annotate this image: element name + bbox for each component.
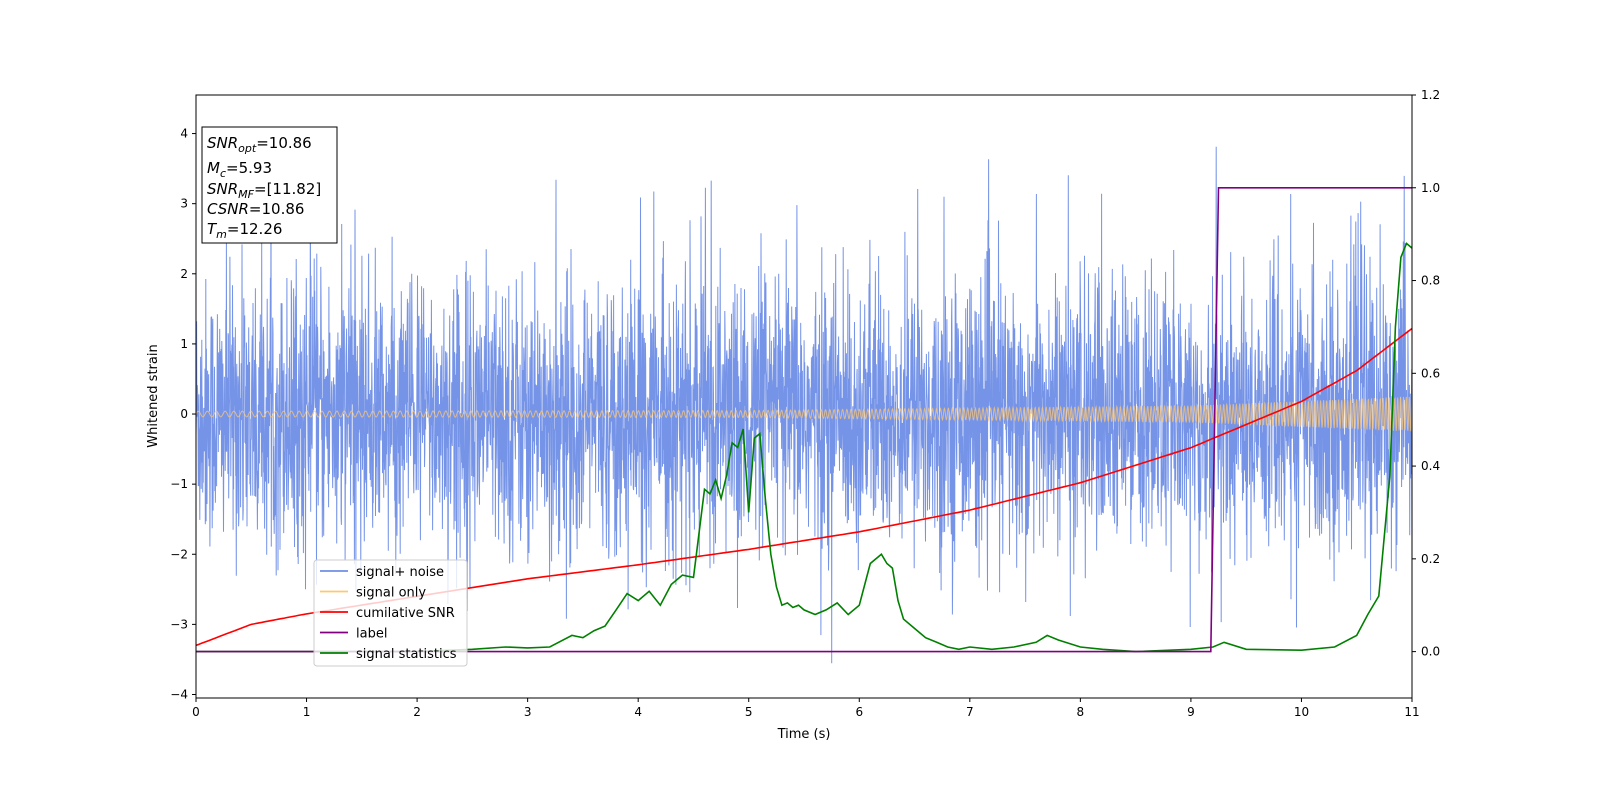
x-axis-label: Time (s): [777, 727, 831, 742]
x-tick-label: 9: [1187, 705, 1195, 719]
y2-tick-label: 0.2: [1421, 552, 1440, 566]
y-tick-label: −3: [170, 617, 188, 631]
y-tick-label: 1: [180, 337, 188, 351]
y-tick-label: −2: [170, 547, 188, 561]
y-axis-right: 0.0 0.2 0.4 0.6 0.8 1.0 1.2: [1412, 88, 1440, 659]
legend-label: cumilative SNR: [356, 606, 455, 621]
x-tick-label: 10: [1294, 705, 1309, 719]
y2-tick-label: 0.0: [1421, 645, 1440, 659]
x-tick-label: 8: [1077, 705, 1085, 719]
x-tick-label: 1: [303, 705, 311, 719]
y-axis-label: Whitened strain: [146, 344, 161, 447]
series-signal-only: [196, 396, 1412, 432]
x-tick-label: 11: [1404, 705, 1419, 719]
series-label: [196, 187, 1412, 653]
legend-label: signal+ noise: [356, 565, 444, 580]
legend-label: signal statistics: [356, 647, 457, 662]
y-tick-label: 3: [180, 197, 188, 211]
annotation-line-mc: Mc=5.93: [207, 159, 272, 180]
legend-label: label: [356, 627, 387, 642]
x-tick-label: 2: [413, 705, 421, 719]
annotation-box: SNRopt=10.86 Mc=5.93 SNRMF=[11.82] CSNR=…: [201, 126, 338, 244]
y2-tick-label: 0.6: [1421, 366, 1440, 380]
x-tick-label: 5: [745, 705, 753, 719]
annotation-line-snr-opt: SNRopt=10.86: [207, 134, 312, 155]
legend-frame: [313, 559, 468, 667]
y-tick-label: −1: [170, 477, 188, 491]
y2-tick-label: 0.4: [1421, 459, 1440, 473]
x-axis: 0 1 2 3 4 5 6 7 8 9 10 11: [192, 698, 1420, 719]
x-tick-label: 4: [634, 705, 642, 719]
x-tick-label: 3: [524, 705, 532, 719]
annotation-line-csnr: CSNR=10.86: [207, 200, 304, 218]
x-tick-label: 6: [855, 705, 863, 719]
annotation-line-tm: Tm=12.26: [207, 220, 282, 241]
y-tick-label: 0: [180, 407, 188, 421]
legend-label: signal only: [356, 586, 426, 601]
plot-frame: [195, 94, 1413, 699]
y-tick-label: 4: [180, 127, 188, 141]
x-tick-label: 0: [192, 705, 200, 719]
y-tick-label: 2: [180, 267, 188, 281]
y2-tick-label: 0.8: [1421, 274, 1440, 288]
annotation-frame: [201, 126, 338, 244]
y-tick-label: −4: [170, 687, 188, 701]
y2-tick-label: 1.0: [1421, 181, 1440, 195]
series-signal-statistics: [196, 242, 1412, 653]
legend: signal+ noise signal only cumilative SNR la…: [313, 559, 468, 667]
x-tick-label: 7: [966, 705, 974, 719]
y-axis-left: −4 −3 −2 −1 0 1 2 3 4: [170, 127, 196, 701]
annotation-line-snr-mf: SNRMF=[11.82]: [207, 180, 321, 201]
y2-tick-label: 1.2: [1421, 88, 1440, 102]
